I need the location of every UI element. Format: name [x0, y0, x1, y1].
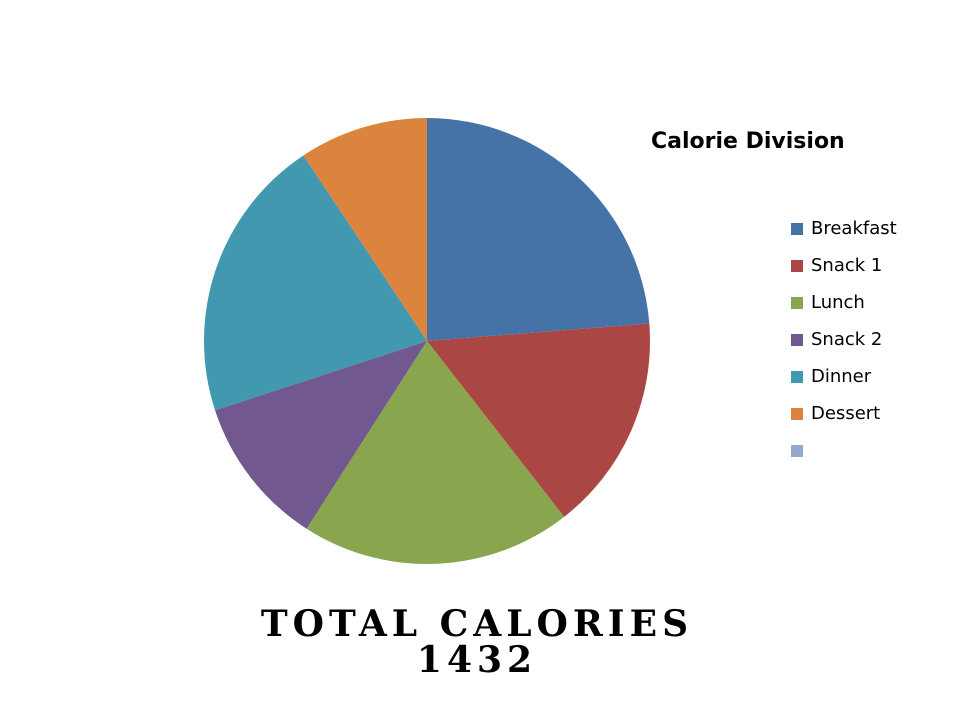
legend-label: Snack 2 [811, 329, 882, 350]
legend-label: Dessert [811, 403, 880, 424]
total-label: TOTAL CALORIES [261, 603, 693, 645]
pie-slice [203, 155, 427, 411]
chart-title: Calorie Division [651, 129, 845, 154]
legend-swatch [791, 223, 803, 235]
legend-label: Snack 1 [811, 255, 882, 276]
legend-swatch [791, 371, 803, 383]
legend-swatch [791, 445, 803, 457]
legend-swatch [791, 260, 803, 272]
pie-slice [306, 341, 565, 565]
pie-slice [427, 118, 650, 341]
legend-swatch [791, 334, 803, 346]
legend-label: Dinner [811, 366, 872, 387]
total-value: 1432 [417, 639, 537, 681]
legend-label: Lunch [811, 292, 865, 313]
legend-swatch [791, 297, 803, 309]
legend-swatch [791, 408, 803, 420]
pie-slice [303, 118, 427, 341]
pie-slice [427, 323, 650, 517]
pie-slice [215, 341, 427, 529]
legend-label: Breakfast [811, 218, 897, 239]
